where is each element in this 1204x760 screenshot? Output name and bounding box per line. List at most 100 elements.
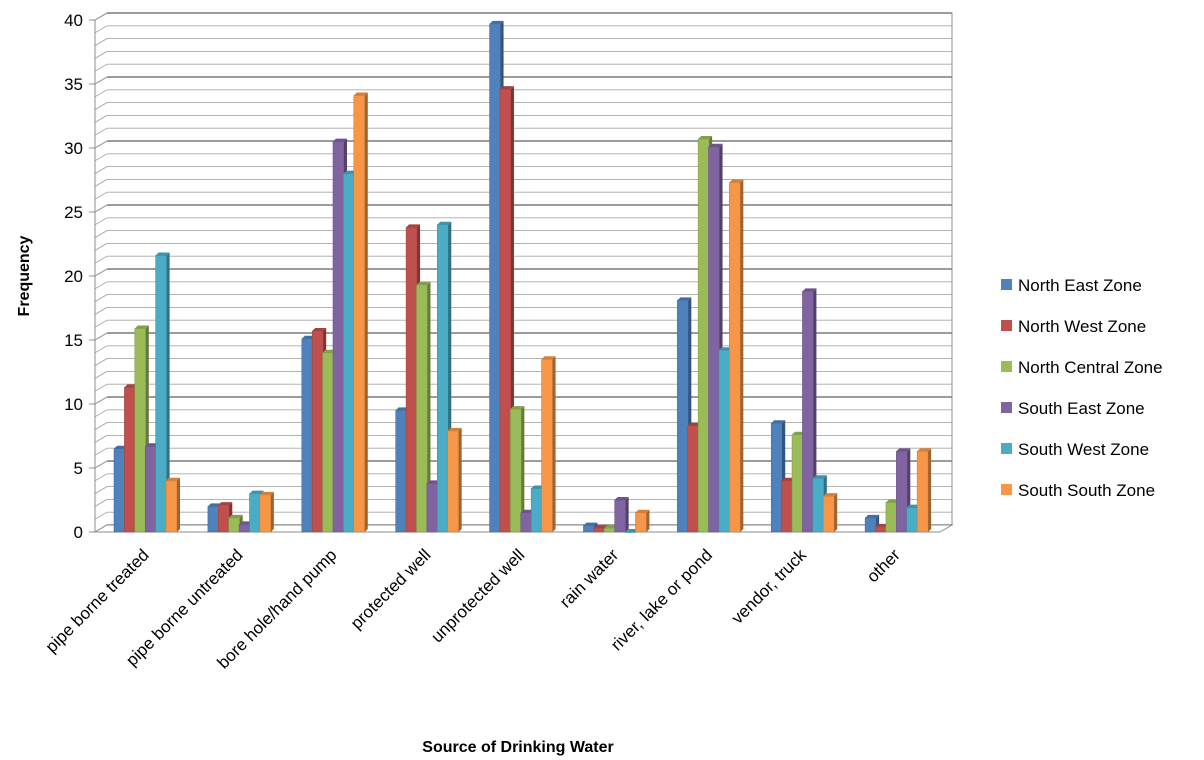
- gridline-side: [94, 255, 108, 264]
- gridline-side: [94, 511, 108, 520]
- gridline-side: [94, 345, 108, 354]
- legend-swatch: [1001, 443, 1012, 454]
- legend-item: North Central Zone: [1001, 358, 1163, 377]
- y-tick-label: 30: [64, 139, 83, 158]
- bar: [416, 281, 431, 533]
- bar-group: [489, 20, 556, 533]
- gridline-side: [94, 12, 108, 21]
- y-axis-title: Frequency: [16, 235, 33, 316]
- gridline-side: [94, 358, 108, 366]
- gridline-side: [94, 332, 108, 341]
- legend-item: South West Zone: [1001, 440, 1149, 459]
- legend: North East Zone North West Zone North Cent…: [1001, 276, 1163, 500]
- legend-swatch: [1001, 402, 1012, 413]
- legend-label: North East Zone: [1018, 276, 1142, 295]
- gridline-side: [94, 499, 108, 507]
- x-axis-title: Source of Drinking Water: [422, 739, 613, 756]
- bar: [510, 406, 525, 533]
- legend-label: South South Zone: [1018, 481, 1155, 500]
- gridline-side: [94, 422, 108, 430]
- x-category-label: protected well: [347, 545, 435, 633]
- gridline-side: [94, 102, 108, 110]
- gridline-side: [94, 89, 108, 98]
- bar-group: [770, 288, 838, 533]
- gridline-side: [94, 217, 108, 226]
- gridline-side: [94, 51, 108, 59]
- gridline-side: [94, 153, 108, 162]
- bar-group: [583, 497, 650, 533]
- y-tick-label: 20: [64, 267, 83, 286]
- bar: [259, 491, 274, 533]
- legend-item: North East Zone: [1001, 276, 1142, 295]
- bar-group: [113, 252, 180, 533]
- legend-swatch: [1001, 484, 1012, 495]
- gridline-side: [94, 409, 108, 418]
- gridline-side: [94, 140, 108, 149]
- x-category-label: rain water: [556, 545, 622, 611]
- y-axis-ticks: 0 5 10 15 20 25 30 35 40: [64, 11, 95, 542]
- legend-label: North Central Zone: [1018, 358, 1163, 377]
- gridline-side: [94, 447, 108, 456]
- y-tick-label: 40: [64, 11, 83, 30]
- gridline-side: [94, 460, 108, 469]
- gridline-side: [94, 435, 108, 443]
- gridline-side: [94, 179, 108, 187]
- gridline-side: [94, 319, 108, 328]
- bar: [635, 509, 650, 533]
- bar-group: [207, 490, 274, 533]
- bar-group: [395, 221, 462, 533]
- y-tick-label: 25: [64, 203, 83, 222]
- gridline-side: [94, 486, 108, 494]
- gridline-side: [94, 63, 108, 72]
- x-category-label: unprotected well: [427, 545, 528, 646]
- legend-item: North West Zone: [1001, 317, 1146, 336]
- gridline-side: [94, 371, 108, 379]
- bar: [541, 356, 556, 533]
- gridline-side: [94, 243, 108, 251]
- gridline-side: [94, 396, 108, 405]
- gridline-side: [94, 473, 108, 482]
- legend-label: North West Zone: [1018, 317, 1146, 336]
- bar: [916, 448, 932, 533]
- x-category-label: river, lake or pond: [607, 545, 716, 654]
- legend-item: South South Zone: [1001, 481, 1155, 500]
- gridline-side: [94, 76, 108, 85]
- gridline-side: [94, 307, 108, 315]
- legend-swatch: [1001, 361, 1012, 372]
- y-tick-label: 5: [74, 459, 83, 478]
- gridline-side: [94, 115, 108, 123]
- legend-label: South East Zone: [1018, 399, 1145, 418]
- bar: [165, 477, 180, 533]
- bar: [802, 288, 817, 533]
- gridline-side: [94, 383, 108, 392]
- gridline-side: [94, 294, 108, 302]
- x-category-label: pipe borne treated: [42, 545, 153, 656]
- bar-group: [677, 136, 744, 533]
- x-category-label: other: [863, 545, 904, 586]
- legend-item: South East Zone: [1001, 399, 1145, 418]
- bar-group: [864, 448, 932, 533]
- gridline-side: [94, 204, 108, 213]
- y-tick-label: 0: [74, 523, 83, 542]
- bar: [155, 252, 170, 533]
- bar: [614, 497, 629, 533]
- y-tick-label: 10: [64, 395, 83, 414]
- x-category-label: vendor, truck: [728, 545, 811, 628]
- gridline-side: [94, 127, 108, 136]
- bars-layer: [113, 20, 932, 533]
- legend-swatch: [1001, 279, 1012, 290]
- bar: [353, 92, 368, 533]
- gridline-side: [94, 281, 108, 290]
- y-tick-label: 15: [64, 331, 83, 350]
- bar: [447, 427, 462, 533]
- gridline-side: [94, 38, 108, 46]
- gridline-side: [94, 268, 108, 277]
- gridline-side: [94, 25, 108, 34]
- legend-label: South West Zone: [1018, 440, 1149, 459]
- gridline-side: [94, 166, 108, 174]
- gridline-side: [94, 230, 108, 238]
- bar: [822, 493, 838, 533]
